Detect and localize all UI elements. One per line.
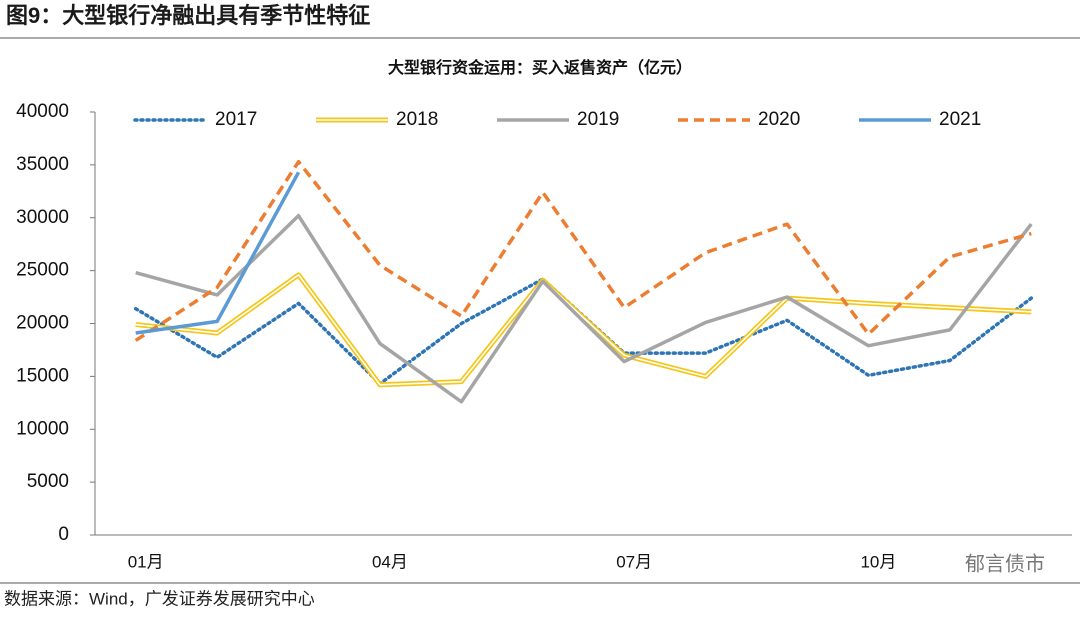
legend-label: 2021 [939, 109, 981, 130]
x-tick-label: 04月 [372, 552, 408, 571]
legend-label: 2017 [215, 109, 257, 130]
series-line-inner [135, 274, 1032, 386]
y-tick-label: 40000 [16, 101, 69, 122]
y-tick-label: 15000 [16, 365, 69, 386]
chart-title: 大型银行资金运用：买入返售资产（亿元） [388, 58, 692, 77]
source-note: 数据来源：Wind，广发证券发展研究中心 [4, 589, 315, 608]
y-tick-label: 0 [58, 524, 69, 545]
y-tick-label: 30000 [16, 207, 69, 228]
watermark: 郁言债市 [965, 552, 1045, 575]
y-tick-label: 25000 [16, 260, 69, 281]
x-tick-label: 01月 [128, 552, 164, 571]
y-tick-label: 10000 [16, 418, 69, 439]
legend-label: 2020 [758, 109, 800, 130]
y-tick-label: 20000 [16, 313, 69, 334]
series-line [135, 171, 301, 335]
series-line [135, 272, 1032, 388]
series-line [134, 159, 1032, 342]
x-tick-label: 07月 [616, 552, 652, 571]
figure-title: 图9：大型银行净融出具有季节性特征 [6, 3, 370, 28]
legend-label: 2019 [577, 109, 619, 130]
y-tick-label: 35000 [16, 154, 69, 175]
series-line [133, 277, 1034, 386]
series-line [135, 213, 1033, 404]
x-tick-label: 10月 [860, 552, 896, 571]
y-tick-label: 5000 [27, 471, 69, 492]
legend-label: 2018 [396, 109, 438, 130]
